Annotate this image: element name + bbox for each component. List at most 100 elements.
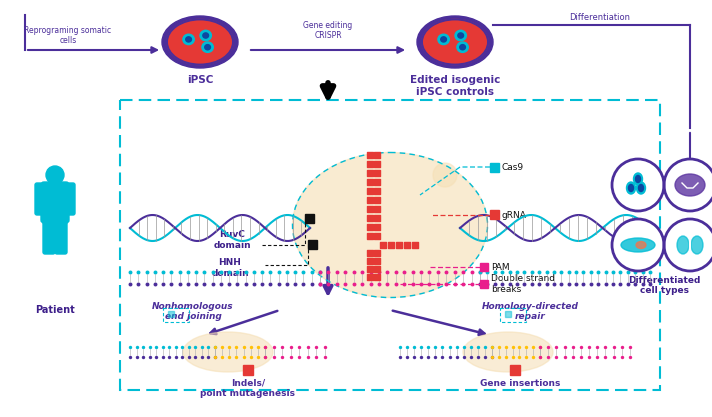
Point [514,344,525,350]
Point [216,344,228,350]
Point [592,344,603,350]
Point [474,281,486,287]
Point [577,281,589,287]
Text: iPSC: iPSC [187,75,213,85]
Point [528,344,539,350]
Point [157,281,169,287]
Point [348,269,360,275]
Point [614,281,626,287]
Point [182,269,194,275]
Point [197,344,208,350]
Point [170,344,182,350]
Point [399,269,410,275]
Point [432,281,444,287]
Point [357,269,368,275]
Point [150,354,162,360]
Point [137,354,149,360]
Circle shape [664,159,712,211]
Point [302,354,313,360]
Point [592,281,604,287]
Point [331,281,342,287]
Point [550,354,562,360]
Point [518,269,530,275]
Point [407,269,419,275]
Point [416,344,427,350]
Ellipse shape [639,184,644,191]
Ellipse shape [621,238,655,252]
Point [231,281,243,287]
Point [451,354,462,360]
Point [624,354,636,360]
Point [256,281,268,287]
Point [298,269,309,275]
Point [314,281,325,287]
Point [486,354,498,360]
Ellipse shape [167,19,233,65]
Point [170,354,182,360]
Point [144,354,155,360]
Point [451,344,462,350]
Point [231,269,243,275]
Point [371,206,382,212]
Point [125,269,136,275]
Point [533,281,545,287]
Point [224,344,235,350]
Point [132,269,144,275]
Point [567,354,578,360]
Point [600,354,611,360]
Point [458,281,469,287]
Point [600,269,612,275]
Point [563,281,575,287]
Point [479,344,491,350]
Bar [510,365,520,375]
Point [504,281,515,287]
Circle shape [46,166,64,184]
Ellipse shape [203,33,209,38]
Point [323,281,334,287]
Point [465,354,476,360]
Point [493,344,505,350]
Circle shape [612,219,664,271]
Point [157,354,169,360]
Point [281,281,293,287]
Bar [505,311,511,317]
Point [174,269,185,275]
Point [259,344,271,350]
Point [390,281,402,287]
Point [608,354,619,360]
Text: Edited isogenic
iPSC controls: Edited isogenic iPSC controls [410,75,501,97]
Text: Homology-directed
repair: Homology-directed repair [481,302,578,322]
Point [310,354,322,360]
Point [393,242,404,249]
Point [245,354,256,360]
Point [474,269,486,275]
Point [541,281,553,287]
Point [215,269,226,275]
Point [256,269,268,275]
Point [458,269,469,275]
Point [436,354,448,360]
Point [125,354,136,360]
Point [563,269,575,275]
Point [149,269,160,275]
Point [365,269,376,275]
Point [555,269,567,275]
Point [567,344,578,350]
Point [224,354,235,360]
Point [489,281,501,287]
Point [365,274,376,280]
Point [290,281,301,287]
Point [441,269,452,275]
Point [577,269,589,275]
Point [252,354,263,360]
Point [265,269,276,275]
Point [371,266,382,272]
Point [600,281,612,287]
Point [500,354,511,360]
Point [365,215,376,221]
Point [432,269,444,275]
Point [518,281,530,287]
Point [511,269,523,275]
Point [144,344,155,350]
Point [479,354,491,360]
